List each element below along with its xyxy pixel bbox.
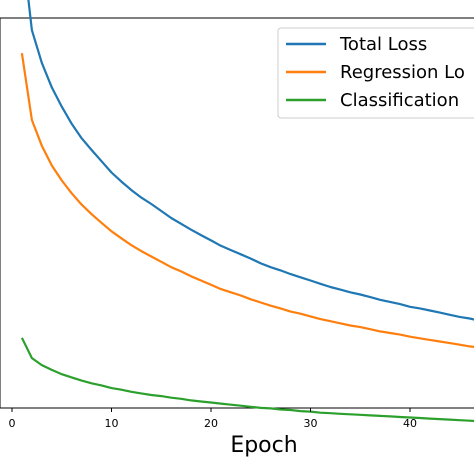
x-tick-label: 0	[9, 417, 16, 430]
series-line-1	[20, 53, 474, 348]
x-axis: 0 10 20 30 40	[9, 408, 417, 430]
legend-box	[277, 27, 474, 119]
x-tick-label: 10	[105, 417, 119, 430]
legend-label-2: Classification	[340, 90, 459, 111]
x-axis-label: Epoch	[230, 433, 297, 458]
series-line-0	[27, 0, 474, 321]
legend-label-0: Total Loss	[339, 34, 427, 55]
legend-label-1: Regression Lo	[340, 62, 465, 83]
series-layer	[20, 0, 474, 423]
x-tick-label: 20	[204, 417, 218, 430]
plot-frame	[0, 17, 474, 409]
legend: Total Loss Regression Lo Classification	[277, 27, 474, 119]
series-line-2	[20, 337, 474, 423]
x-tick-label: 30	[304, 417, 318, 430]
x-tick-label: 40	[403, 417, 417, 430]
plot-area	[0, 0, 474, 423]
